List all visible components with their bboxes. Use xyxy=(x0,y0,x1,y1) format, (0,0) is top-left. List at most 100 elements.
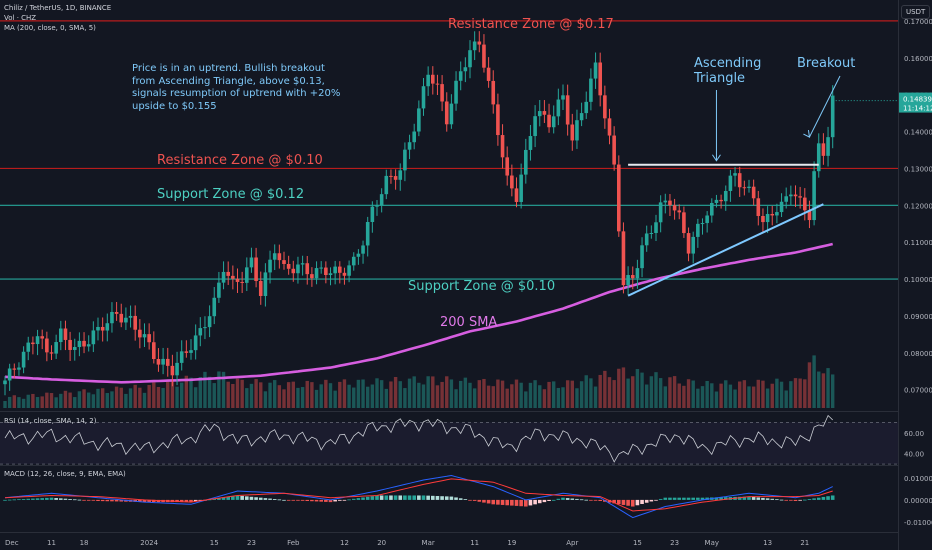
volume-bar xyxy=(407,378,412,408)
macd-histogram-bar xyxy=(77,499,82,501)
candle xyxy=(417,108,421,132)
last-price-tag xyxy=(899,92,932,113)
macd-histogram-bar xyxy=(542,499,547,503)
candle xyxy=(621,231,626,286)
macd-histogram-bar xyxy=(472,499,477,501)
macd-histogram-bar xyxy=(21,499,26,500)
macd-histogram-bar xyxy=(807,499,812,500)
macd-histogram-bar xyxy=(440,496,444,500)
macd-histogram-bar xyxy=(570,498,575,500)
macd-histogram-bar xyxy=(179,499,184,503)
volume-bar xyxy=(347,384,351,408)
macd-histogram-bar xyxy=(338,499,342,501)
macd-histogram-bar xyxy=(398,495,403,500)
macd-histogram-bar xyxy=(672,497,677,500)
volume-bar xyxy=(556,387,561,408)
macd-signal-line xyxy=(4,478,833,512)
macd-histogram-bar xyxy=(403,495,407,500)
volume-bar xyxy=(124,393,128,408)
macd-histogram-bar xyxy=(812,498,816,500)
macd-histogram-bar xyxy=(649,499,654,502)
volume-bar xyxy=(319,384,323,408)
macd-histogram-bar xyxy=(105,499,110,502)
candle xyxy=(426,74,430,87)
currency-button[interactable]: USDT xyxy=(901,5,931,19)
macd-histogram-bar xyxy=(100,499,105,502)
candle xyxy=(830,95,835,138)
volume-bar xyxy=(538,385,542,408)
macd-histogram-bar xyxy=(231,496,235,500)
macd-histogram-bar xyxy=(468,499,472,501)
macd-histogram-bar xyxy=(737,496,742,500)
macd-histogram-bar xyxy=(761,497,765,500)
candle xyxy=(68,339,72,350)
x-tick-label: 11 xyxy=(47,539,56,547)
candle xyxy=(556,99,561,117)
macd-histogram-bar xyxy=(793,499,798,501)
candle xyxy=(421,86,426,109)
candle xyxy=(565,95,570,125)
candle xyxy=(193,335,198,351)
macd-histogram-bar xyxy=(719,497,723,500)
macd-histogram-bar xyxy=(184,499,189,503)
candle xyxy=(156,359,161,365)
macd-histogram-bar xyxy=(751,497,756,500)
macd-histogram-bar xyxy=(691,497,695,500)
volume-bar xyxy=(626,378,630,408)
volume-bar xyxy=(12,395,16,408)
macd-histogram-bar xyxy=(272,499,277,500)
macd-histogram-bar xyxy=(59,498,63,500)
candle xyxy=(412,131,416,143)
macd-histogram-bar xyxy=(300,499,305,501)
macd-histogram-bar xyxy=(333,499,337,502)
candle xyxy=(798,196,802,198)
volume-bar xyxy=(761,380,765,408)
candle xyxy=(96,326,100,331)
candle xyxy=(719,199,723,202)
volume-bar xyxy=(751,386,756,408)
candle xyxy=(593,62,598,79)
candle xyxy=(431,74,435,84)
volume-bar xyxy=(26,394,30,408)
macd-histogram-bar xyxy=(254,497,258,500)
volume-bar xyxy=(472,388,477,408)
volume-bar xyxy=(486,385,491,408)
volume-bar xyxy=(114,386,119,408)
macd-histogram-bar xyxy=(221,497,226,500)
x-tick-label: 23 xyxy=(247,539,256,547)
macd-histogram-bar xyxy=(351,498,356,500)
macd-histogram-bar xyxy=(775,499,779,501)
breakout-arrowhead xyxy=(803,130,811,138)
volume-bar xyxy=(714,391,719,408)
volume-bar xyxy=(598,374,602,408)
macd-histogram-bar xyxy=(510,499,514,506)
volume-bar xyxy=(198,377,202,408)
volume-bar xyxy=(7,396,12,408)
macd-histogram-bar xyxy=(379,495,384,500)
volume-bar xyxy=(426,376,430,408)
candle xyxy=(286,263,291,269)
volume-bar xyxy=(705,380,709,408)
volume-bar xyxy=(68,392,72,408)
price-tick-label: 0.10000 xyxy=(904,276,932,284)
macd-histogram-bar xyxy=(821,496,826,500)
x-tick-label: Apr xyxy=(566,539,578,547)
volume-bar xyxy=(500,380,505,408)
volume-bar xyxy=(398,381,402,408)
volume-bar xyxy=(384,388,388,408)
candle xyxy=(458,71,463,81)
macd-histogram-bar xyxy=(319,499,323,502)
volume-bar xyxy=(226,381,230,408)
candle xyxy=(700,223,705,225)
candle xyxy=(626,275,630,286)
candle xyxy=(454,80,458,104)
macd-histogram-bar xyxy=(617,499,621,505)
candle xyxy=(351,256,356,266)
volume-bar xyxy=(249,383,254,408)
volume-bar xyxy=(152,382,156,408)
candle xyxy=(644,233,649,246)
volume-bar xyxy=(203,371,207,408)
volume-bar xyxy=(612,380,616,408)
volume-bar xyxy=(765,388,770,408)
